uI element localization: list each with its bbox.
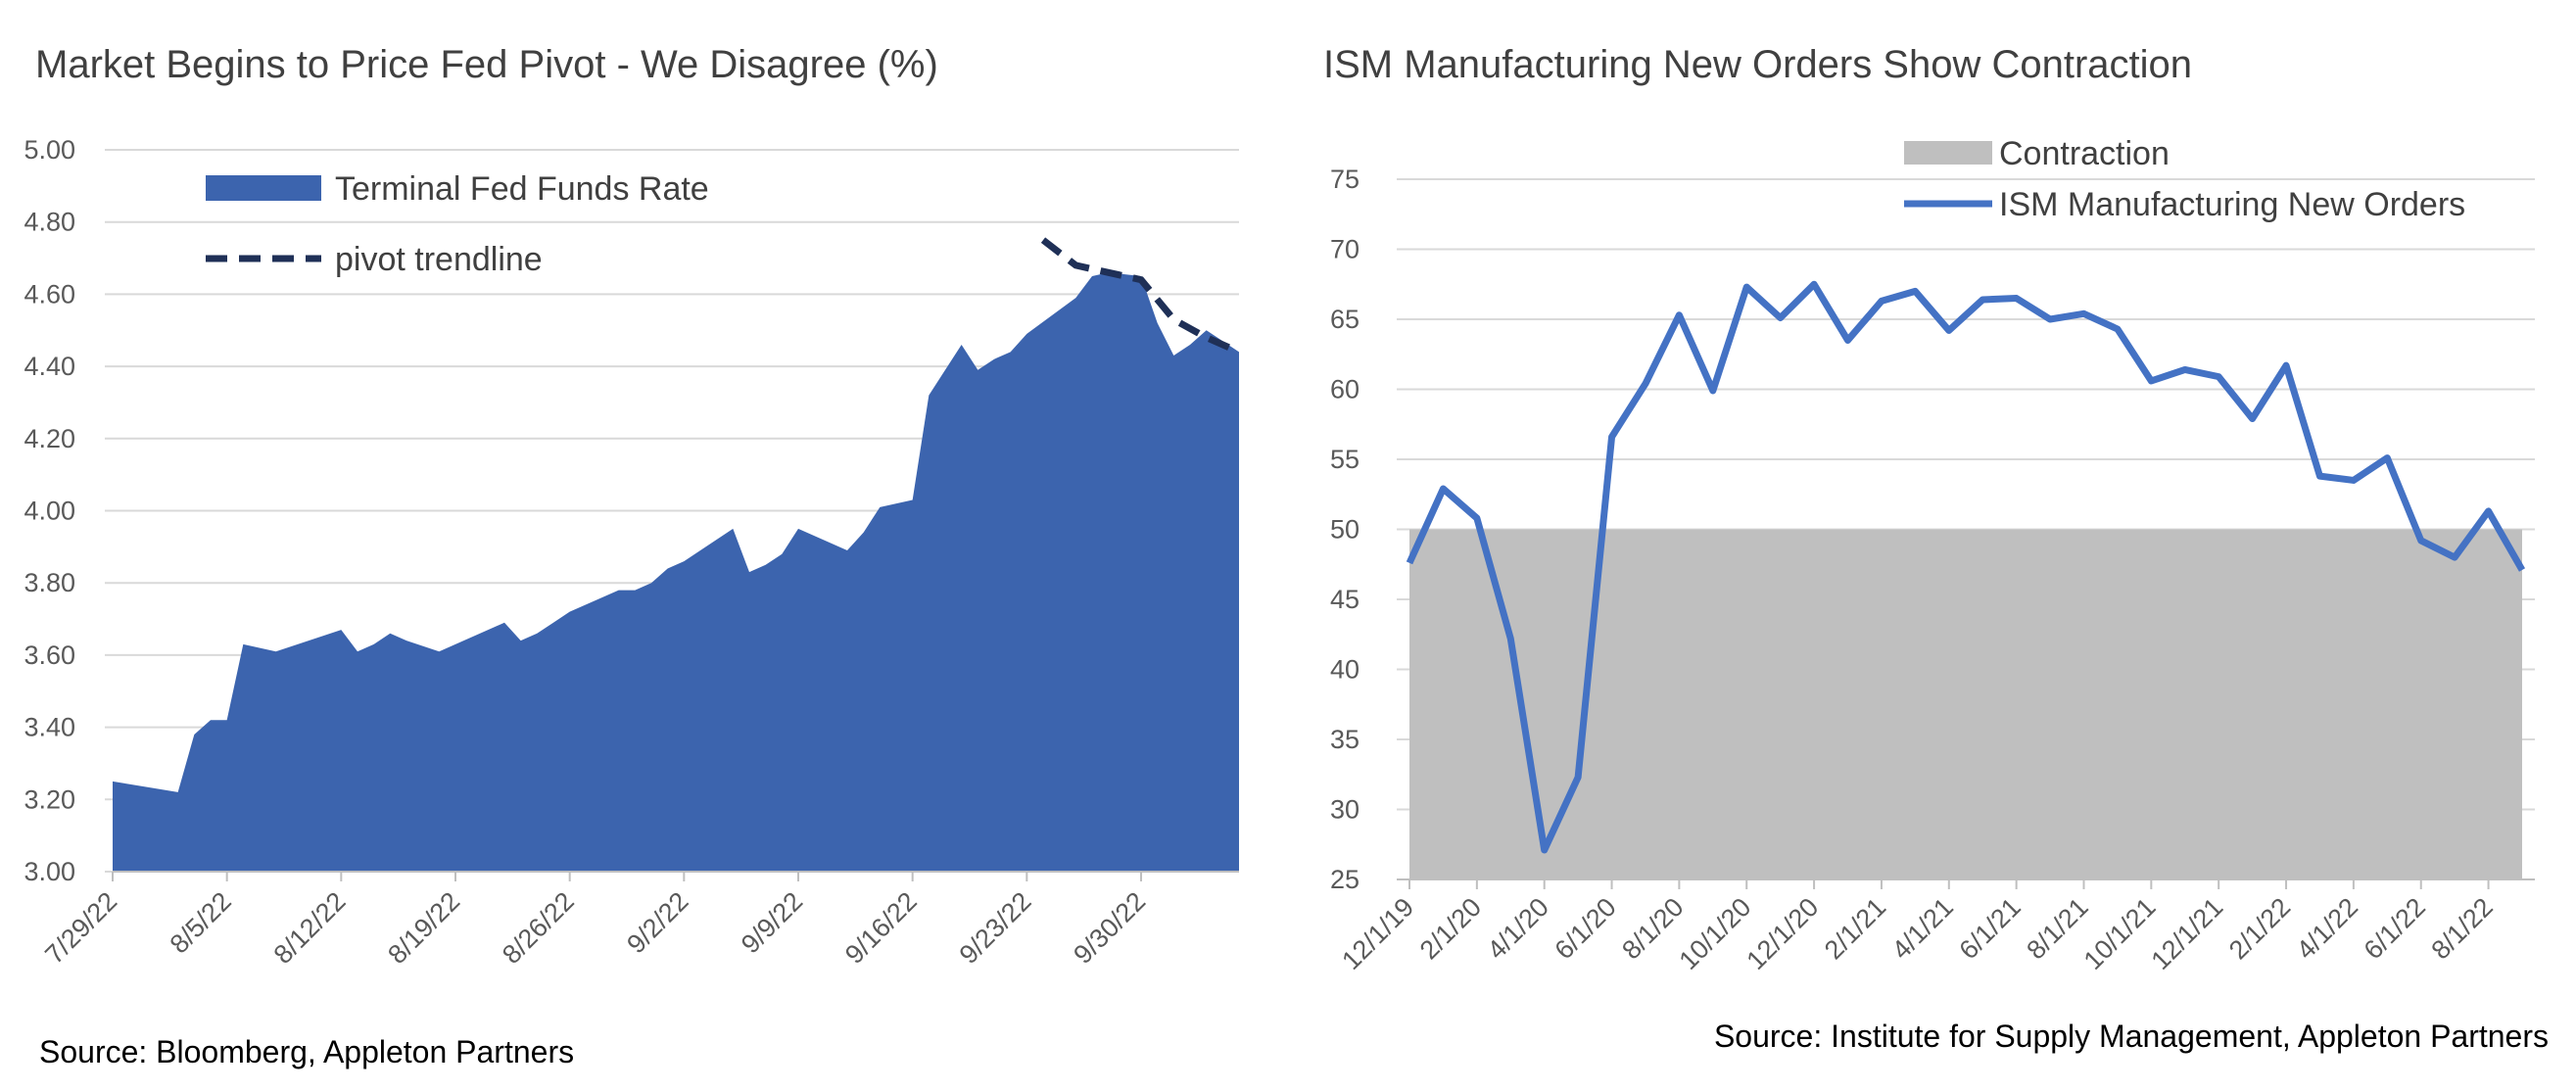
y-tick-label: 3.00 bbox=[24, 857, 75, 886]
x-tick-label: 4/1/21 bbox=[1886, 892, 1959, 965]
contraction-band bbox=[1409, 529, 2522, 879]
y-tick-label: 75 bbox=[1330, 165, 1360, 194]
x-tick-label: 8/26/22 bbox=[497, 886, 580, 970]
x-tick-label: 8/12/22 bbox=[268, 886, 352, 970]
terminal-fed-funds-area bbox=[113, 272, 1239, 872]
x-tick-label: 4/1/22 bbox=[2291, 892, 2363, 965]
x-tick-label: 2/1/20 bbox=[1414, 892, 1487, 965]
chart-title: ISM Manufacturing New Orders Show Contra… bbox=[1323, 43, 2193, 86]
legend-label-contraction: Contraction bbox=[1999, 135, 2170, 172]
x-tick-label: 6/1/20 bbox=[1549, 892, 1621, 965]
source-note: Source: Institute for Supply Management,… bbox=[1713, 1019, 2549, 1054]
x-tick-label: 7/29/22 bbox=[39, 886, 122, 970]
fed-pivot-chart: 3.00 3.20 3.40 3.60 3.80 4.00 4.20 4.40 4.60 4.80… bbox=[24, 135, 1241, 970]
x-tick-label: 8/5/22 bbox=[165, 886, 237, 959]
pivot-trendline bbox=[1040, 237, 1241, 356]
source-note: Source: Bloomberg, Appleton Partners bbox=[39, 1034, 575, 1069]
y-tick-label: 50 bbox=[1330, 515, 1360, 545]
x-tick-label: 8/1/22 bbox=[2426, 892, 2499, 965]
x-tick-label: 8/19/22 bbox=[382, 886, 465, 970]
y-tick-label: 4.00 bbox=[24, 497, 75, 526]
x-tick-label: 6/1/21 bbox=[1954, 892, 2027, 965]
legend-label-trendline: pivot trendline bbox=[335, 241, 543, 278]
chart-title: Market Begins to Price Fed Pivot - We Di… bbox=[35, 43, 938, 86]
ism-new-orders-line bbox=[1406, 280, 2526, 854]
x-tick-label: 9/2/22 bbox=[621, 886, 693, 959]
legend-label-ism: ISM Manufacturing New Orders bbox=[1999, 186, 2465, 223]
y-tick-label: 25 bbox=[1330, 865, 1360, 894]
x-tick-label: 2/1/21 bbox=[1819, 892, 1891, 965]
y-tick-label: 60 bbox=[1330, 375, 1360, 404]
x-tick-label: 4/1/20 bbox=[1482, 892, 1554, 965]
x-tick-label: 9/16/22 bbox=[839, 886, 923, 970]
fed-pivot-chart-panel: Market Begins to Price Fed Pivot - We Di… bbox=[24, 43, 1241, 1069]
y-tick-label: 30 bbox=[1330, 795, 1360, 825]
x-tick-label: 2/1/22 bbox=[2223, 892, 2296, 965]
legend-swatch-contraction bbox=[1904, 141, 1992, 165]
x-tick-label: 9/9/22 bbox=[736, 886, 808, 959]
x-tick-label: 12/1/21 bbox=[2146, 892, 2229, 975]
y-tick-label: 3.40 bbox=[24, 713, 75, 742]
y-tick-label: 70 bbox=[1330, 235, 1360, 264]
y-tick-label: 3.60 bbox=[24, 640, 75, 670]
y-tick-label: 3.80 bbox=[24, 568, 75, 597]
y-tick-label: 40 bbox=[1330, 655, 1360, 685]
y-tick-label: 3.20 bbox=[24, 784, 75, 814]
legend-swatch-terminal-rate bbox=[206, 175, 321, 201]
y-tick-label: 4.80 bbox=[24, 208, 75, 237]
legend-label-terminal-rate: Terminal Fed Funds Rate bbox=[335, 170, 709, 208]
y-tick-label: 4.60 bbox=[24, 279, 75, 308]
y-tick-label: 35 bbox=[1330, 725, 1360, 754]
ism-new-orders-chart: 253035404550556065707512/1/192/1/204/1/2… bbox=[1330, 135, 2535, 975]
y-tick-label: 5.00 bbox=[24, 135, 75, 165]
x-tick-label: 12/1/20 bbox=[1741, 892, 1824, 975]
x-tick-label: 6/1/22 bbox=[2359, 892, 2431, 965]
x-tick-label: 10/1/21 bbox=[2078, 892, 2162, 975]
x-tick-label: 9/30/22 bbox=[1068, 886, 1151, 970]
y-tick-label: 65 bbox=[1330, 305, 1360, 334]
y-tick-label: 4.20 bbox=[24, 424, 75, 453]
x-tick-label: 9/23/22 bbox=[954, 886, 1037, 970]
x-tick-label: 10/1/20 bbox=[1674, 892, 1757, 975]
y-tick-label: 45 bbox=[1330, 585, 1360, 614]
ism-chart-panel: ISM Manufacturing New Orders Show Contra… bbox=[1288, 0, 2576, 1091]
x-tick-label: 12/1/19 bbox=[1336, 892, 1419, 975]
y-tick-label: 55 bbox=[1330, 445, 1360, 474]
y-tick-label: 4.40 bbox=[24, 352, 75, 381]
